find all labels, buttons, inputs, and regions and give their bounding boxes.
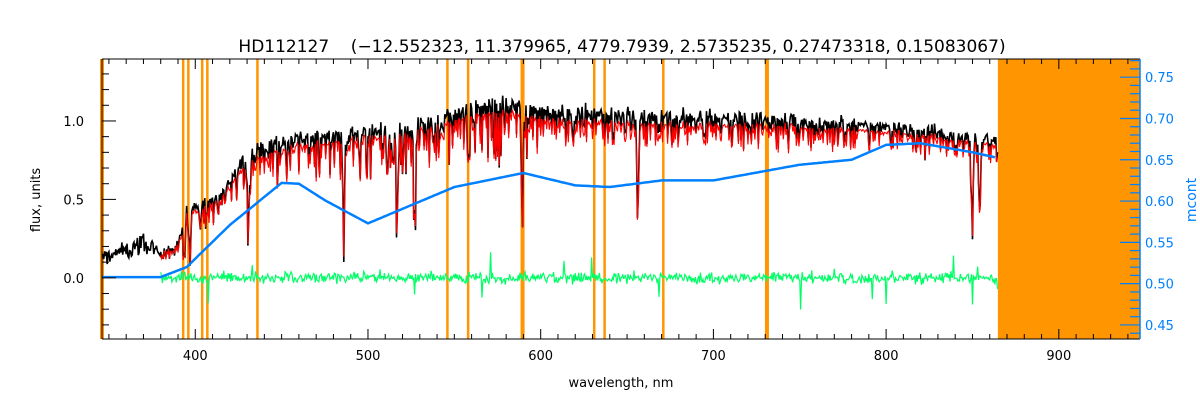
masked-line <box>206 59 209 339</box>
x-tick-label: 700 <box>701 349 726 364</box>
y-axis-label: flux, units <box>29 168 44 233</box>
masked-line <box>592 59 596 339</box>
x-tick-label: 500 <box>356 349 381 364</box>
masked-line <box>662 59 665 339</box>
masked-regions <box>100 59 1140 339</box>
y-tick-label: 0.5 <box>63 193 84 208</box>
x-tick-label: 800 <box>874 349 899 364</box>
masked-line <box>764 59 769 339</box>
masked-region <box>997 59 1140 339</box>
mcont-line <box>102 141 996 279</box>
model-flux-line <box>160 109 999 264</box>
masked-line <box>256 59 259 339</box>
masked-line <box>187 59 190 339</box>
masked-line <box>200 59 204 339</box>
chart-title: HD112127 (−12.552323, 11.379965, 4779.79… <box>238 37 1005 57</box>
y-tick-label: 1.0 <box>63 115 84 130</box>
y-tick-label-right: 0.45 <box>1145 319 1174 334</box>
y-tick-label-right: 0.70 <box>1145 112 1174 127</box>
series-layer <box>101 95 999 310</box>
y-tick-label-right: 0.55 <box>1145 236 1174 251</box>
masked-line <box>466 59 470 339</box>
y-tick-label-right: 0.50 <box>1145 278 1174 293</box>
masked-line <box>446 59 449 339</box>
residual-line <box>160 252 999 310</box>
y-tick-label-right: 0.75 <box>1145 71 1174 86</box>
masked-line <box>603 59 606 339</box>
x-tick-label: 900 <box>1046 349 1071 364</box>
y-axis-label-right: mcont <box>1184 177 1200 222</box>
x-tick-label: 400 <box>183 349 208 364</box>
y-tick-label-right: 0.60 <box>1145 195 1174 210</box>
y-tick-label-right: 0.65 <box>1145 154 1174 169</box>
masked-line <box>181 59 185 339</box>
x-axis-label: wavelength, nm <box>569 376 674 391</box>
y-tick-label: 0.0 <box>63 272 84 287</box>
observed-flux-line <box>101 95 999 266</box>
axes: 400 500 600 700 800 900 0.0 0.5 1.0 0.45 0.50 0.55 0… <box>63 58 1174 364</box>
x-tick-label: 600 <box>528 349 553 364</box>
